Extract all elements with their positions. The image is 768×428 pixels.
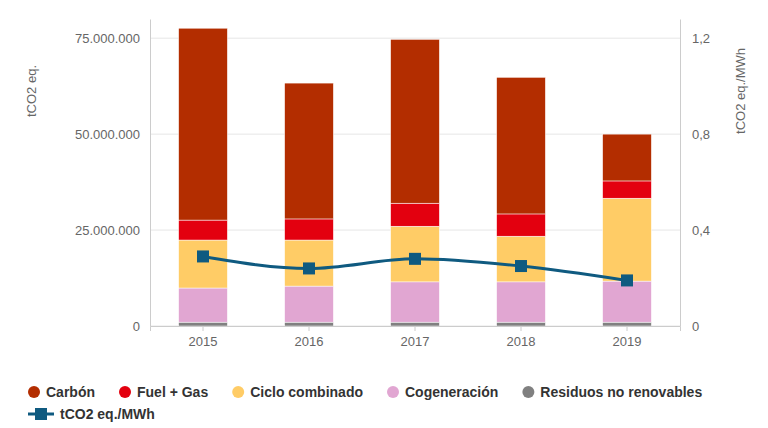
bar [391, 203, 440, 226]
bar [391, 226, 440, 282]
legend-label: tCO2 eq./MWh [60, 406, 155, 422]
tick: 2018 [507, 326, 536, 349]
tick: 1,2 [680, 31, 710, 46]
x-axis: 2015 2016 2017 2018 2019 [151, 326, 681, 349]
marker [303, 262, 315, 274]
legend-label: Fuel + Gas [137, 384, 208, 400]
legend-symbol [232, 386, 244, 398]
legend-item: tCO2 eq./MWh [28, 406, 155, 422]
bar [603, 198, 652, 281]
bar [497, 236, 546, 282]
bar [497, 282, 546, 322]
bar [179, 220, 228, 240]
axis-title: tCO2 eq./MWh [733, 48, 748, 134]
bar-series [179, 198, 652, 288]
marker [515, 260, 527, 272]
bar [603, 281, 652, 322]
bar [603, 181, 652, 198]
bar [179, 28, 228, 220]
legend-symbol [119, 386, 131, 398]
tick-label: 25.000.000 [75, 223, 140, 238]
bar [285, 240, 334, 286]
legend-symbol [387, 386, 399, 398]
bar [285, 219, 334, 240]
chart: 0 25.000.000 50.000.000 75.000.000 0 0,4 0,8 1,… [0, 0, 768, 428]
tick: 0,8 [680, 127, 710, 142]
legend-symbol [28, 386, 40, 398]
tick-label: 2019 [613, 334, 642, 349]
legend-label: Carbón [46, 384, 95, 400]
axis-line [680, 20, 681, 327]
tick-label: 1,2 [692, 31, 710, 46]
axis-title: tCO2 eq. [24, 65, 39, 117]
tick: 50.000.000 [75, 127, 150, 142]
legend-label: Residuos no renovables [540, 384, 702, 400]
tick-label: 0,4 [692, 223, 710, 238]
legend: Carbón Fuel + Gas Ciclo combinado Cogenerac… [28, 384, 702, 422]
bar [603, 134, 652, 181]
bar [603, 322, 652, 326]
tick-label: 2018 [507, 334, 536, 349]
legend-item: Ciclo combinado [232, 384, 363, 400]
marker [621, 274, 633, 286]
tick: 2016 [295, 326, 324, 349]
bar [285, 322, 334, 326]
tick: 2015 [189, 326, 218, 349]
legend-symbol [522, 386, 534, 398]
tick: 0 [680, 319, 699, 334]
tick-label: 0 [692, 319, 699, 334]
marker [197, 250, 209, 262]
tick-mark [521, 326, 522, 331]
tick: 25.000.000 [75, 223, 150, 238]
marker [409, 253, 421, 265]
tick-mark [309, 326, 310, 331]
tick: 75.000.000 [75, 31, 150, 46]
legend-label: Ciclo combinado [250, 384, 363, 400]
tick: 2017 [401, 326, 430, 349]
tick-label: 0,8 [692, 127, 710, 142]
tick-label: 2016 [295, 334, 324, 349]
bar [179, 322, 228, 326]
legend-item: Fuel + Gas [119, 384, 208, 400]
bar [391, 39, 440, 203]
grid [150, 38, 680, 326]
axis-line [151, 327, 681, 332]
tick: 0 [133, 319, 150, 334]
bar [179, 240, 228, 288]
tick-mark [627, 326, 628, 331]
bar [391, 282, 440, 322]
legend-item: Residuos no renovables [522, 384, 702, 400]
bar [497, 214, 546, 236]
axis-line [150, 20, 151, 327]
tick-label: 2017 [401, 334, 430, 349]
tick-label: 75.000.000 [75, 31, 140, 46]
line-series [197, 250, 633, 286]
tick: 2019 [613, 326, 642, 349]
y2-axis: 0 0,4 0,8 1,2 [680, 20, 710, 334]
bar-series [179, 28, 652, 220]
tick-mark [203, 326, 204, 331]
bar [179, 288, 228, 322]
tick-label: 2015 [189, 334, 218, 349]
legend-item: Carbón [28, 384, 95, 400]
bar-series [179, 281, 652, 322]
legend-symbol [35, 408, 47, 420]
bar [391, 322, 440, 326]
tick: 0,4 [680, 223, 710, 238]
bar [497, 322, 546, 326]
bar [285, 83, 334, 219]
grid-line [150, 38, 680, 39]
bar [497, 77, 546, 214]
bar [285, 286, 334, 322]
tick-label: 0 [133, 319, 140, 334]
bar-series [179, 322, 652, 326]
legend-label: Cogeneración [405, 384, 498, 400]
plot-area [179, 28, 652, 326]
tick-mark [415, 326, 416, 331]
tick-label: 50.000.000 [75, 127, 140, 142]
y-axis: 0 25.000.000 50.000.000 75.000.000 [75, 20, 151, 334]
legend-item: Cogeneración [387, 384, 498, 400]
